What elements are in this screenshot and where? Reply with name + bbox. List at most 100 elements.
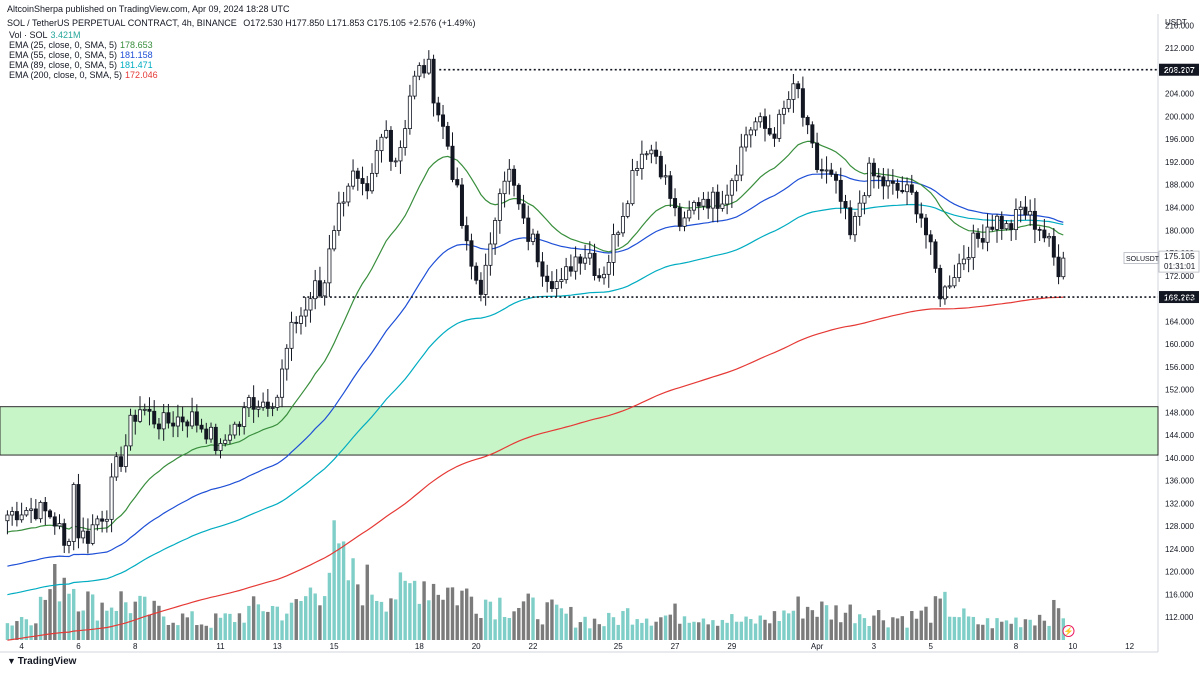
volume-bar: [578, 622, 583, 640]
volume-bar: [635, 619, 639, 640]
candle-body: [961, 258, 966, 265]
candle-body: [748, 129, 753, 136]
candle-body: [95, 518, 100, 526]
candle-body: [294, 321, 299, 324]
volume-bar: [763, 619, 767, 640]
volume-bar: [261, 611, 265, 640]
volume-bar: [805, 606, 810, 640]
candle-body: [261, 401, 266, 408]
candle-body: [720, 203, 725, 209]
volume-bar: [488, 601, 493, 640]
candle-body: [706, 198, 711, 209]
candle-body: [265, 401, 270, 409]
volume-bar: [881, 620, 886, 640]
candle-body: [564, 266, 569, 281]
candle-body: [38, 501, 43, 520]
candle-body: [474, 265, 479, 281]
volume-bar: [730, 614, 734, 640]
candle-body: [10, 511, 15, 516]
y-tick-label: 140.000: [1165, 454, 1194, 463]
volume-bar: [119, 591, 123, 640]
publisher-line: AltcoinSherpa published on TradingView.c…: [7, 4, 290, 14]
candle-body: [786, 98, 791, 109]
y-tick-label: 216.000: [1165, 21, 1194, 30]
indicator-ema89-value: 181.471: [120, 60, 153, 70]
volume-bar: [616, 624, 620, 640]
volume-bar: [938, 598, 942, 640]
volume-bar: [152, 600, 156, 640]
candle-body: [535, 233, 540, 263]
volume-bar: [910, 611, 914, 640]
candle-body: [497, 193, 502, 221]
volume-bar: [663, 615, 668, 640]
indicator-ema89[interactable]: EMA (89, close, 0, SMA, 5) 181.471: [9, 60, 153, 70]
candle-body: [493, 220, 498, 245]
indicator-ema200[interactable]: EMA (200, close, 0, SMA, 5) 172.046: [9, 70, 158, 80]
candle-body: [256, 406, 261, 410]
candle-body: [744, 134, 749, 148]
x-tick-label: 15: [330, 642, 339, 651]
candle-body: [867, 162, 872, 197]
indicator-ema55[interactable]: EMA (55, close, 0, SMA, 5) 181.158: [9, 50, 153, 60]
candle-body: [862, 195, 867, 204]
volume-bar: [29, 625, 33, 640]
candle-body: [459, 184, 464, 226]
candle-body: [829, 169, 834, 175]
candle-body: [488, 243, 493, 266]
volume-bar: [171, 622, 175, 640]
indicator-vol[interactable]: Vol · SOL 3.421M: [9, 30, 81, 40]
volume-bar: [43, 599, 47, 640]
volume-bar: [204, 625, 208, 640]
y-tick-label: 212.000: [1165, 44, 1194, 53]
volume-bar: [720, 619, 725, 640]
candle-body: [824, 169, 829, 172]
candle-body: [928, 234, 933, 243]
volume-bar: [294, 599, 298, 640]
tradingview-footer[interactable]: ▼ TradingView: [7, 656, 76, 667]
tradingview-brand: TradingView: [17, 656, 77, 667]
volume-bar: [375, 600, 379, 640]
volume-bar: [24, 619, 29, 640]
volume-bar: [403, 580, 407, 640]
volume-bar: [422, 581, 426, 640]
candle-body: [137, 409, 142, 422]
candle-body: [57, 523, 62, 527]
volume-bar: [232, 622, 237, 640]
candle-body: [668, 175, 673, 199]
volume-bar: [147, 614, 152, 640]
volume-bar: [668, 614, 673, 640]
volume-bar: [218, 617, 223, 640]
candle-body: [393, 160, 398, 163]
indicator-ema55-value: 181.158: [120, 50, 153, 60]
candle-body: [322, 282, 327, 297]
candle-body: [611, 234, 616, 263]
candle-body: [658, 155, 663, 178]
candle-body: [426, 58, 431, 74]
volume-bar: [550, 599, 554, 640]
indicator-ema25[interactable]: EMA (25, close, 0, SMA, 5) 178.653: [9, 40, 153, 50]
volume-bar: [322, 596, 327, 640]
candle-body: [568, 266, 573, 272]
candle-body: [441, 114, 446, 127]
candle-body: [232, 423, 237, 436]
candle-body: [767, 128, 772, 135]
candle-body: [919, 213, 924, 219]
candle-body: [507, 168, 512, 182]
candle-body: [1037, 228, 1042, 231]
candle-body: [436, 102, 441, 116]
candle-body: [227, 434, 232, 441]
candle-body: [682, 217, 687, 227]
volume-bar: [251, 596, 256, 640]
volume-bar: [692, 621, 696, 640]
volume-bar: [57, 601, 62, 640]
volume-bar: [90, 594, 95, 640]
volume-bar: [531, 597, 535, 640]
symbol-title: SOL / TetherUS PERPETUAL CONTRACT, 4h, B…: [7, 18, 237, 28]
candle-body: [384, 129, 389, 138]
candle-body: [156, 423, 161, 430]
candle-body: [772, 133, 777, 139]
volume-bar: [95, 620, 100, 640]
volume-bar: [592, 618, 597, 640]
candle-body: [128, 414, 133, 447]
